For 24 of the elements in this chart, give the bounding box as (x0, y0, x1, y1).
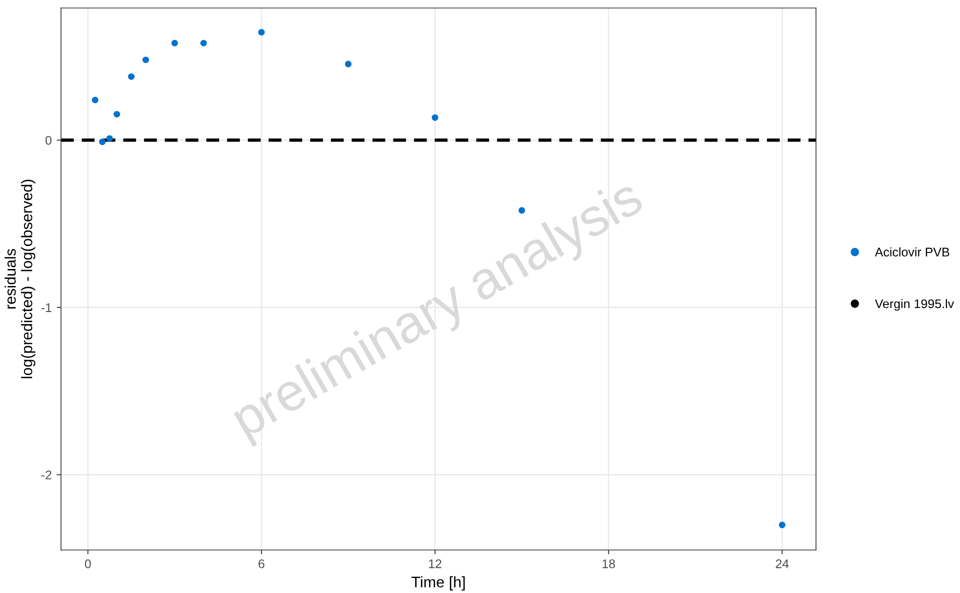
point (200, 40, 207, 46)
point (171, 40, 178, 46)
legend-label: Vergin 1995.lv (874, 299, 954, 311)
legend-label: Aciclovir PVB (874, 247, 950, 257)
point (344, 60, 352, 68)
point (92, 96, 98, 104)
point (142, 56, 150, 64)
y-tick-label: -2 (41, 470, 52, 480)
x-tick-label: 12 (429, 559, 442, 568)
point (114, 110, 120, 118)
point (128, 73, 135, 80)
y-axis-title: residuals log(predicted) - log(observed) (4, 180, 36, 378)
y-tick-label: -1 (41, 303, 52, 312)
x-tick-label: 24 (776, 559, 789, 568)
x-tick-label: 18 (602, 559, 615, 568)
point (778, 522, 786, 528)
x-tick-label: 6 (258, 559, 264, 568)
point (432, 114, 438, 121)
point (258, 29, 265, 36)
x-axis-title: Time [h] (412, 576, 465, 590)
y-tick-label: 0 (46, 136, 52, 145)
point (106, 135, 113, 142)
point (99, 138, 106, 146)
x-tick-label: 0 (84, 559, 91, 568)
